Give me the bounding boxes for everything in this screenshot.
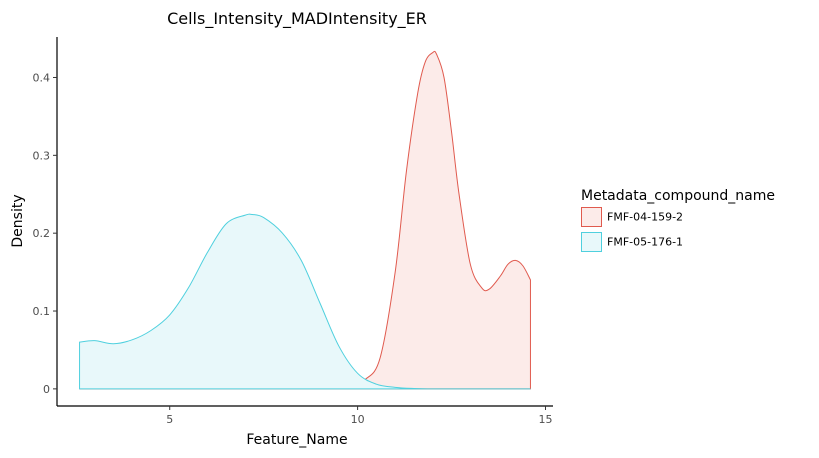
x-tick-label: 5	[166, 413, 173, 426]
legend-swatch-2	[581, 232, 602, 252]
legend-title: Metadata_compound_name	[581, 188, 775, 204]
y-axis-label: Density	[10, 194, 26, 247]
x-tick-label: 15	[538, 413, 552, 426]
y-tick-label: 0	[43, 383, 50, 396]
chart-title: Cells_Intensity_MADIntensity_ER	[167, 9, 427, 29]
legend: Metadata_compound_name FMF-04-159-2 FMF-0…	[581, 188, 775, 252]
y-tick-label: 0.1	[33, 305, 51, 318]
density-area-2	[79, 213, 531, 390]
x-axis-label: Feature_Name	[246, 432, 347, 448]
legend-label-1: FMF-04-159-2	[607, 211, 683, 224]
y-tick-label: 0.2	[33, 227, 51, 240]
legend-swatch-1	[581, 207, 602, 227]
plot-area	[79, 50, 531, 390]
axis-ticks: 5 10 15 0 0.1 0.2 0.3 0.4	[33, 71, 553, 426]
x-tick-label: 10	[351, 413, 365, 426]
legend-label-2: FMF-05-176-1	[607, 236, 683, 249]
y-tick-label: 0.4	[33, 71, 51, 84]
y-tick-label: 0.3	[33, 149, 51, 162]
